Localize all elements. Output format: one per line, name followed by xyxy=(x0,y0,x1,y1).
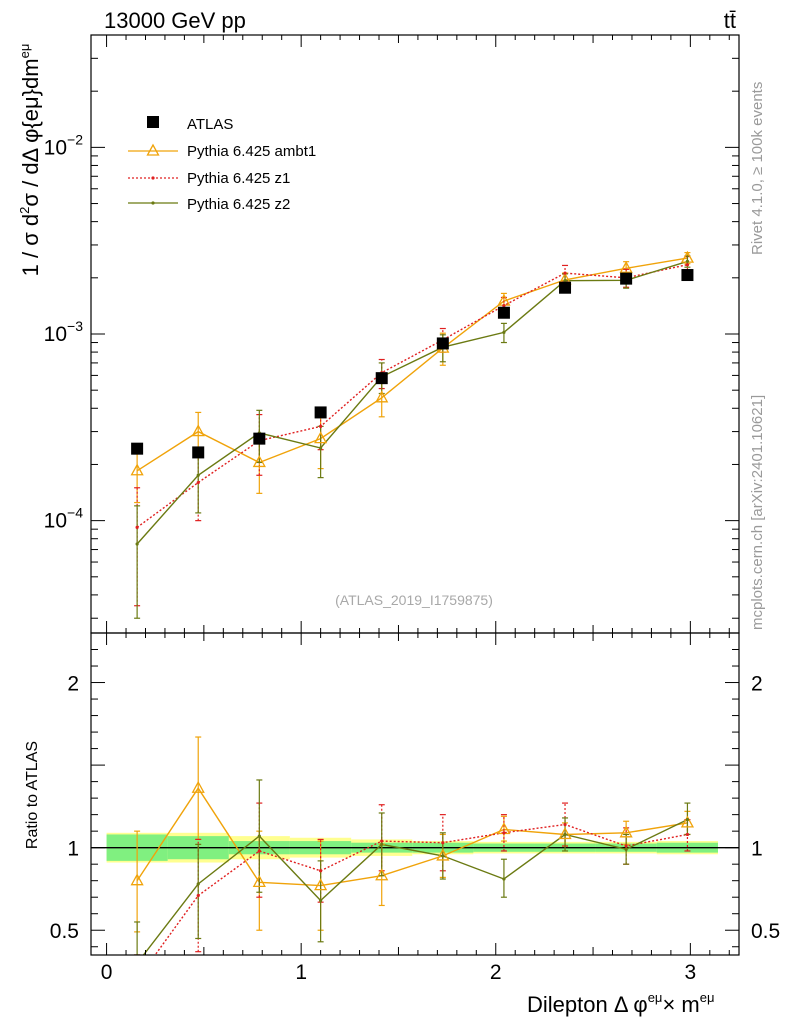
ratio-point-z1 xyxy=(257,849,261,853)
ratio-y-axis-title: Ratio to ATLAS xyxy=(24,741,41,849)
main-point-ambt1 xyxy=(619,260,633,273)
main-point-atlas xyxy=(253,432,266,445)
legend-z1-label: Pythia 6.425 z1 xyxy=(187,170,290,187)
ratio-panel: 0 1 2 3 0.5 0.5 1 1 2 2 xyxy=(50,632,780,984)
ratio-point-z2 xyxy=(563,832,567,837)
ratio-frame xyxy=(90,632,740,956)
ratio-y-tick-label-left: 2 xyxy=(67,673,79,696)
main-point-atlas xyxy=(497,306,510,319)
svg-text:Dilepton Δ φeμ× meμ: Dilepton Δ φeμ× meμ xyxy=(527,990,714,1017)
x-axis-title: Dilepton Δ φeμ× meμ xyxy=(527,990,714,1017)
x-tick-label: 0 xyxy=(101,961,113,984)
ratio-point-z2 xyxy=(257,834,261,838)
x-tick-label: 2 xyxy=(490,961,502,984)
ratio-point-ambt1 xyxy=(558,827,572,840)
ratio-line-z2 xyxy=(142,818,688,955)
main-point-z2 xyxy=(563,279,567,283)
main-point-atlas xyxy=(620,272,633,285)
main-point-z2 xyxy=(685,259,690,263)
main-point-z1 xyxy=(685,263,690,267)
main-point-ambt1 xyxy=(252,455,266,468)
main-line-z2 xyxy=(136,260,688,545)
ratio-point-ambt1 xyxy=(375,868,389,881)
legend-atlas-marker xyxy=(147,116,159,128)
main-point-ambt1 xyxy=(375,390,389,403)
svg-text:1 / σ d2σ / dΔ φ{eμ}dmeμ: 1 / σ d2σ / dΔ φ{eμ}dmeμ xyxy=(17,44,43,277)
ratio-point-z2 xyxy=(624,847,628,851)
y-tick-label: 10−4 xyxy=(44,505,84,533)
y-tick-label: 10−2 xyxy=(44,131,84,159)
legend-z2-marker xyxy=(151,201,155,205)
ratio-y-tick-label-right: 0.5 xyxy=(751,920,780,943)
ratio-y-tick-label-right: 1 xyxy=(751,838,763,861)
main-point-atlas xyxy=(131,442,144,455)
main-point-z1 xyxy=(319,424,323,428)
energy-label: 13000 GeV pp xyxy=(104,8,246,33)
process-label: tt̄ xyxy=(724,8,736,33)
legend-z1-marker xyxy=(151,176,155,180)
legend-z2-label: Pythia 6.425 z2 xyxy=(187,196,290,213)
main-point-atlas xyxy=(375,372,388,385)
ratio-point-ambt1 xyxy=(619,825,633,838)
main-line-z1 xyxy=(136,264,688,528)
main-point-atlas xyxy=(436,337,449,350)
ratio-point-z2 xyxy=(380,842,384,846)
rivet-version-label: Rivet 4.1.0, ≥ 100k events xyxy=(749,82,766,255)
main-point-z1 xyxy=(196,480,200,485)
main-point-ambt1 xyxy=(314,431,328,444)
legend-ambt1-label: Pythia 6.425 ambt1 xyxy=(187,143,316,160)
analysis-id-label: (ATLAS_2019_I1759875) xyxy=(335,592,493,608)
legend-atlas-label: ATLAS xyxy=(187,116,233,133)
main-point-atlas xyxy=(192,446,205,459)
y-tick-label: 10−3 xyxy=(44,318,84,346)
main-line-ambt1 xyxy=(136,257,688,472)
main-point-z1 xyxy=(563,271,567,275)
ratio-point-z1 xyxy=(624,844,628,848)
main-y-axis-title: 1 / σ d2σ / dΔ φ{eμ}dmeμ xyxy=(17,44,43,277)
ratio-y-tick-label-right: 2 xyxy=(751,673,763,696)
ratio-point-z1 xyxy=(563,822,567,827)
main-point-ambt1 xyxy=(191,424,205,437)
x-tick-label: 3 xyxy=(685,961,697,984)
ratio-y-tick-label-left: 1 xyxy=(67,838,79,861)
main-point-z2 xyxy=(196,473,200,477)
main-point-atlas xyxy=(681,269,694,282)
ratio-point-z2 xyxy=(196,882,200,886)
ratio-y-tick-label-left: 0.5 xyxy=(50,920,79,943)
ratio-point-z1 xyxy=(380,839,384,843)
ratio-point-ambt1 xyxy=(252,874,266,887)
ratio-point-z2 xyxy=(319,898,323,903)
main-point-atlas xyxy=(314,406,327,419)
x-tick-label: 1 xyxy=(295,961,307,984)
ratio-point-z1 xyxy=(502,831,506,835)
ratio-line-z1 xyxy=(154,823,688,955)
ratio-point-z2 xyxy=(441,854,445,858)
ratio-line-ambt1 xyxy=(136,786,688,887)
ratio-point-ambt1 xyxy=(680,815,695,828)
ratio-point-ambt1 xyxy=(191,780,205,793)
legend: ATLAS Pythia 6.425 ambt1 Pythia 6.425 z1… xyxy=(128,116,316,213)
main-point-z2 xyxy=(502,330,506,334)
main-point-z1 xyxy=(135,525,139,529)
ratio-point-z1 xyxy=(441,841,445,845)
ratio-point-z1 xyxy=(196,893,200,898)
legend-ambt1-marker xyxy=(146,143,160,156)
main-point-atlas xyxy=(559,281,572,294)
mcplots-credit-label: mcplots.cern.ch [arXiv:2401.10621] xyxy=(749,395,766,630)
ratio-point-z1 xyxy=(319,869,323,873)
ratio-point-ambt1 xyxy=(436,848,450,861)
ratio-point-z1 xyxy=(685,832,690,837)
ratio-point-z2 xyxy=(502,877,506,881)
ratio-point-ambt1 xyxy=(130,873,144,886)
main-point-z2 xyxy=(319,446,323,450)
main-point-ambt1 xyxy=(130,463,144,476)
main-point-z2 xyxy=(135,542,139,546)
ratio-point-z2 xyxy=(685,817,690,822)
ratio-point-ambt1 xyxy=(314,878,328,891)
main-point-z1 xyxy=(502,303,506,308)
